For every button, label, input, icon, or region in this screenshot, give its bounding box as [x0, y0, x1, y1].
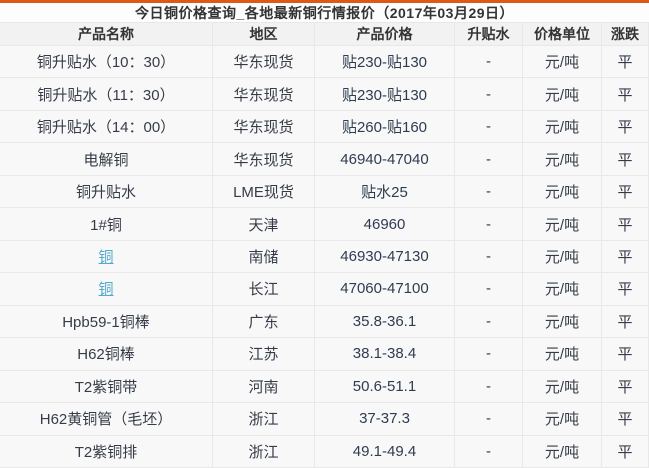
cell-price: 46930-47130 — [315, 240, 455, 274]
cell-change: 平 — [602, 403, 649, 436]
cell-region: 华东现货 — [213, 110, 315, 144]
cell-unit: 元/吨 — [523, 208, 602, 241]
cell-change: 平 — [602, 110, 649, 144]
cell-name: 铜 — [0, 273, 213, 306]
cell-unit: 元/吨 — [523, 46, 602, 79]
header-price: 产品价格 — [315, 23, 455, 46]
cell-premium: - — [455, 370, 523, 404]
cell-region: 天津 — [213, 208, 315, 241]
cell-unit: 元/吨 — [523, 273, 602, 306]
cell-price: 49.1-49.4 — [315, 435, 455, 468]
cell-change: 平 — [602, 338, 649, 371]
header-unit: 价格单位 — [523, 23, 602, 46]
cell-price: 47060-47100 — [315, 273, 455, 306]
price-table: 今日铜价格查询_各地最新铜行情报价（2017年03月29日） 产品名称 地区 产品价… — [0, 3, 649, 468]
product-link[interactable]: 铜 — [98, 248, 114, 266]
cell-unit: 元/吨 — [523, 78, 602, 111]
cell-price: 38.1-38.4 — [315, 338, 455, 371]
cell-premium: - — [455, 403, 523, 436]
cell-change: 平 — [602, 78, 649, 111]
cell-change: 平 — [602, 435, 649, 468]
cell-premium: - — [455, 78, 523, 111]
page-title: 今日铜价格查询_各地最新铜行情报价（2017年03月29日） — [0, 3, 649, 23]
cell-price: 46960 — [315, 208, 455, 241]
cell-name: 铜升贴水（11：30） — [0, 78, 213, 111]
cell-name: H62黄铜管（毛坯） — [0, 403, 213, 436]
cell-change: 平 — [602, 46, 649, 79]
cell-region: 华东现货 — [213, 143, 315, 176]
cell-unit: 元/吨 — [523, 110, 602, 144]
cell-region: 长江 — [213, 273, 315, 306]
header-premium: 升贴水 — [455, 23, 523, 46]
cell-change: 平 — [602, 143, 649, 176]
cell-unit: 元/吨 — [523, 240, 602, 274]
cell-unit: 元/吨 — [523, 370, 602, 404]
cell-change: 平 — [602, 305, 649, 339]
cell-name: 铜升贴水（14：00） — [0, 110, 213, 144]
cell-name: 铜升贴水 — [0, 175, 213, 209]
cell-change: 平 — [602, 370, 649, 404]
cell-region: 江苏 — [213, 338, 315, 371]
cell-unit: 元/吨 — [523, 435, 602, 468]
header-change: 涨跌 — [602, 23, 649, 46]
cell-name: 电解铜 — [0, 143, 213, 176]
cell-name: 铜升贴水（10：30） — [0, 46, 213, 79]
cell-unit: 元/吨 — [523, 403, 602, 436]
cell-region: LME现货 — [213, 175, 315, 209]
cell-region: 华东现货 — [213, 78, 315, 111]
cell-change: 平 — [602, 208, 649, 241]
cell-premium: - — [455, 143, 523, 176]
product-link[interactable]: 铜 — [98, 281, 114, 299]
header-region: 地区 — [213, 23, 315, 46]
header-name: 产品名称 — [0, 23, 213, 46]
cell-premium: - — [455, 240, 523, 274]
cell-name: T2紫铜排 — [0, 435, 213, 468]
cell-change: 平 — [602, 273, 649, 306]
cell-premium: - — [455, 305, 523, 339]
cell-price: 35.8-36.1 — [315, 305, 455, 339]
cell-unit: 元/吨 — [523, 338, 602, 371]
cell-region: 华东现货 — [213, 46, 315, 79]
cell-name: 铜 — [0, 240, 213, 274]
cell-region: 广东 — [213, 305, 315, 339]
cell-region: 南储 — [213, 240, 315, 274]
cell-premium: - — [455, 46, 523, 79]
cell-premium: - — [455, 208, 523, 241]
cell-price: 50.6-51.1 — [315, 370, 455, 404]
cell-unit: 元/吨 — [523, 175, 602, 209]
cell-unit: 元/吨 — [523, 305, 602, 339]
cell-premium: - — [455, 175, 523, 209]
cell-premium: - — [455, 273, 523, 306]
cell-price: 贴230-贴130 — [315, 46, 455, 79]
cell-price: 37-37.3 — [315, 403, 455, 436]
cell-premium: - — [455, 338, 523, 371]
cell-premium: - — [455, 110, 523, 144]
cell-region: 河南 — [213, 370, 315, 404]
cell-price: 46940-47040 — [315, 143, 455, 176]
cell-name: T2紫铜带 — [0, 370, 213, 404]
cell-price: 贴260-贴160 — [315, 110, 455, 144]
cell-name: 1#铜 — [0, 208, 213, 241]
cell-unit: 元/吨 — [523, 143, 602, 176]
cell-price: 贴230-贴130 — [315, 78, 455, 111]
cell-premium: - — [455, 435, 523, 468]
cell-region: 浙江 — [213, 435, 315, 468]
cell-name: H62铜棒 — [0, 338, 213, 371]
cell-change: 平 — [602, 240, 649, 274]
top-accent-bar — [0, 0, 649, 3]
cell-region: 浙江 — [213, 403, 315, 436]
cell-name: Hpb59-1铜棒 — [0, 305, 213, 339]
cell-change: 平 — [602, 175, 649, 209]
cell-price: 贴水25 — [315, 175, 455, 209]
